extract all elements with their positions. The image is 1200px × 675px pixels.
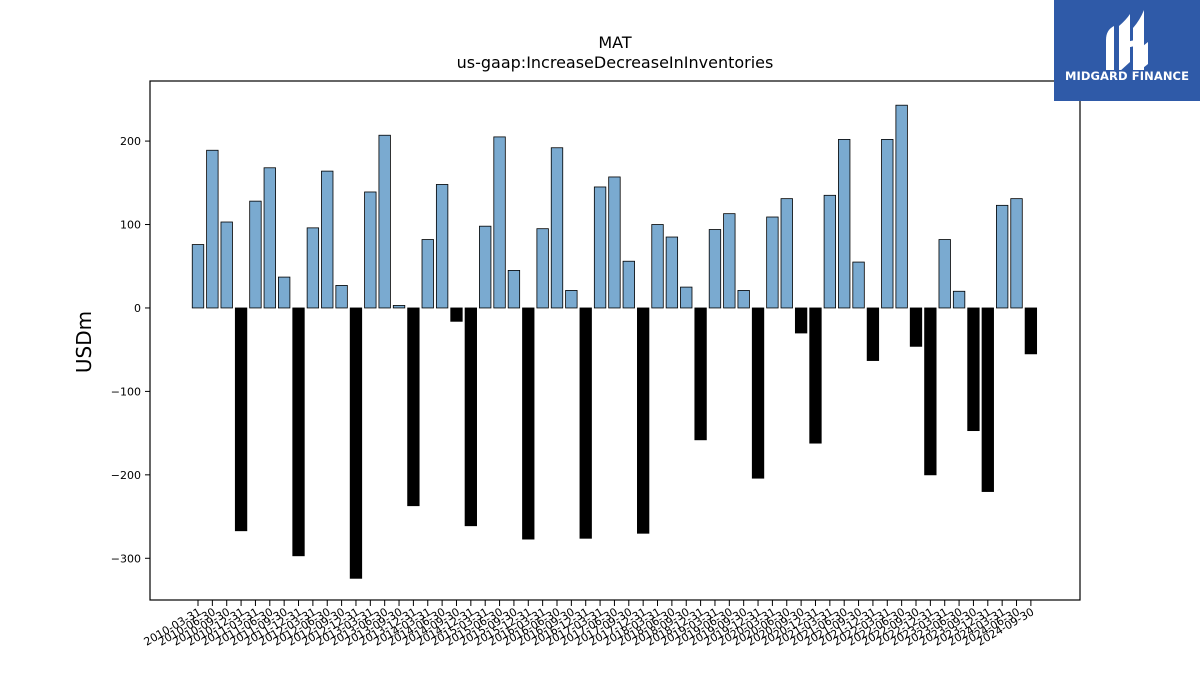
bar-2017-12-31	[637, 307, 650, 534]
bar-2019-09-30	[737, 290, 750, 309]
bar-2023-06-30	[952, 290, 966, 309]
bar-2020-06-30	[780, 198, 793, 309]
brand-logo: MIDGARD FINANCE	[1054, 0, 1200, 101]
bar-2019-03-31	[708, 229, 722, 309]
bar-2022-03-31	[881, 139, 894, 309]
y-tick-label: −100	[111, 385, 141, 398]
bar-2021-06-30	[838, 139, 851, 309]
y-tick-label: −300	[111, 552, 141, 565]
bar-2024-03-31	[996, 204, 1009, 309]
brand-name: MIDGARD FINANCE	[1064, 69, 1190, 83]
bar-2011-09-30	[278, 276, 291, 309]
y-tick-label: 200	[120, 135, 141, 148]
bar-2014-12-31	[464, 307, 477, 527]
bar-2021-03-31	[823, 194, 836, 309]
bar-2013-09-30	[392, 305, 406, 309]
bar-2012-03-31	[306, 227, 320, 309]
midgard-logo-icon	[1106, 10, 1148, 72]
bar-2020-12-31	[809, 307, 822, 444]
bar-2013-03-31	[364, 191, 377, 309]
bar-2013-12-31	[407, 307, 420, 507]
bar-2010-03-31	[191, 244, 205, 309]
bar-2023-03-31	[938, 239, 951, 309]
bar-2011-06-30	[263, 167, 276, 309]
y-axis-label: USDm	[72, 311, 96, 373]
bar-2018-09-30	[680, 286, 693, 309]
bar-2011-03-31	[249, 200, 262, 309]
bars-layer	[191, 104, 1038, 579]
plot-frame	[149, 80, 1081, 601]
chart-title: MAT	[598, 33, 632, 52]
bar-2010-12-31	[234, 307, 248, 532]
bar-2018-12-31	[694, 307, 707, 441]
bar-2011-12-31	[292, 307, 305, 557]
bar-2012-06-30	[321, 170, 334, 309]
y-tick-label: −200	[111, 469, 141, 482]
bar-2014-03-31	[421, 239, 434, 309]
bar-2017-06-30	[608, 176, 621, 309]
bar-2022-12-31	[924, 307, 937, 476]
y-tick-label: 0	[134, 302, 141, 315]
bar-2014-09-30	[450, 307, 463, 322]
bar-2019-12-31	[751, 307, 765, 479]
bar-2018-03-31	[651, 224, 664, 309]
bar-2020-09-30	[794, 307, 808, 334]
x-ticks-layer: 2010-03-312010-06-302010-09-302010-12-31…	[142, 600, 1036, 649]
bar-2024-06-30	[1010, 198, 1023, 309]
bar-2021-09-30	[852, 261, 865, 309]
bar-2015-12-31	[522, 307, 535, 540]
bar-2015-06-30	[493, 136, 506, 309]
bar-2010-09-30	[220, 221, 233, 309]
bar-2015-09-30	[507, 270, 521, 309]
bar-2016-03-31	[536, 228, 549, 309]
bar-2023-09-30	[967, 307, 980, 432]
y-ticks-layer: −300 −200 −100 0 100 200	[111, 135, 150, 565]
bar-2016-06-30	[550, 147, 564, 309]
bar-2016-12-31	[579, 307, 592, 539]
bar-2020-03-31	[766, 216, 779, 309]
bar-2022-09-30	[909, 307, 923, 347]
chart-subtitle: us-gaap:IncreaseDecreaseInInventories	[457, 53, 774, 72]
bar-2019-06-30	[723, 213, 736, 309]
bar-2015-03-31	[479, 225, 492, 309]
bar-2017-03-31	[593, 186, 607, 309]
bar-2014-06-30	[435, 184, 449, 309]
bar-2024-09-30	[1024, 307, 1038, 355]
y-tick-label: 100	[120, 219, 141, 232]
bar-2022-06-30	[895, 104, 908, 309]
bar-2021-12-31	[866, 307, 880, 361]
bar-2013-06-30	[378, 134, 391, 309]
bar-2023-12-31	[981, 307, 994, 492]
bar-2018-06-30	[665, 236, 679, 309]
bar-2010-06-30	[206, 149, 219, 309]
bar-2012-12-31	[349, 307, 363, 579]
bar-2012-09-30	[335, 285, 348, 309]
bar-2017-09-30	[622, 260, 635, 309]
bar-2016-09-30	[565, 290, 578, 309]
